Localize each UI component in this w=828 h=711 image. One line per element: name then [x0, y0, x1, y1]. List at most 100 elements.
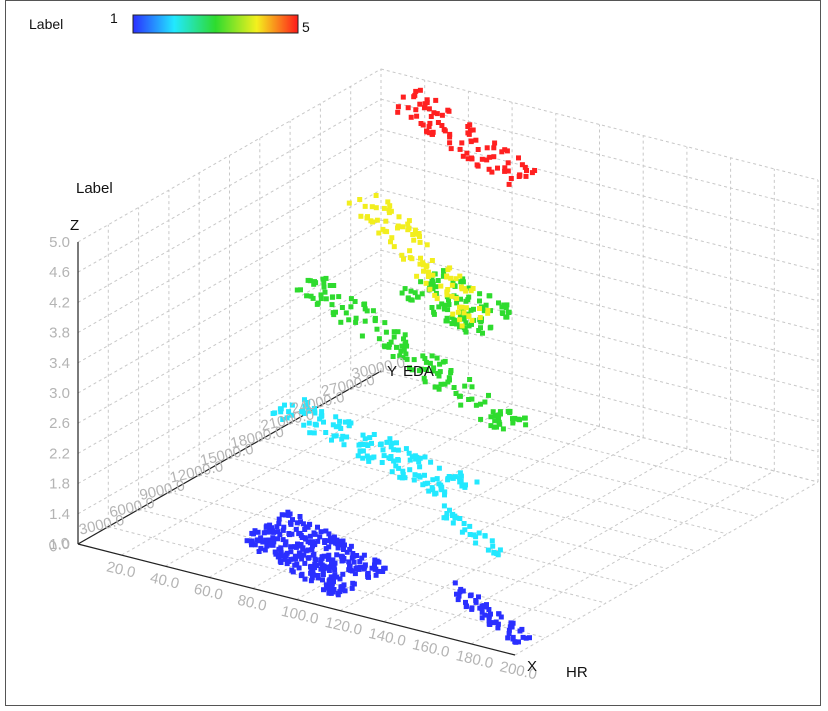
data-point	[446, 108, 452, 114]
data-point	[438, 381, 444, 387]
data-point	[417, 261, 423, 267]
data-point	[488, 423, 494, 429]
data-point	[276, 516, 282, 522]
data-point	[441, 515, 447, 521]
data-point	[348, 296, 354, 302]
z-tick-label: 3.4	[49, 355, 70, 372]
data-point	[336, 542, 342, 548]
data-point	[330, 310, 336, 316]
data-point	[449, 282, 455, 288]
data-point	[362, 318, 368, 324]
data-point	[431, 365, 437, 371]
data-point	[456, 475, 462, 481]
data-point	[346, 559, 352, 565]
x-tick-label: 120.0	[323, 614, 363, 639]
data-point	[478, 318, 484, 324]
x-axis-name: HR	[566, 664, 588, 681]
data-point	[489, 169, 495, 175]
data-point	[439, 301, 445, 307]
data-point	[382, 228, 388, 234]
data-point	[296, 543, 302, 549]
data-point	[430, 477, 436, 483]
data-point	[274, 524, 280, 530]
data-point	[469, 321, 474, 327]
data-point	[430, 272, 436, 278]
data-point	[473, 599, 479, 605]
data-point	[326, 552, 332, 558]
data-point	[429, 353, 435, 359]
data-point	[317, 416, 323, 422]
data-point	[417, 234, 422, 240]
data-point	[331, 574, 337, 580]
y-tick-label: 0.0	[47, 535, 71, 556]
data-point	[332, 560, 338, 566]
data-point	[321, 587, 326, 593]
data-point	[262, 547, 268, 553]
data-point	[271, 539, 277, 545]
data-point	[395, 225, 400, 231]
data-point	[459, 483, 465, 489]
data-point	[482, 612, 488, 618]
data-point	[439, 112, 445, 118]
data-point	[440, 273, 446, 279]
data-point	[290, 517, 295, 523]
data-point	[293, 526, 299, 532]
data-point	[328, 574, 334, 580]
data-point	[516, 639, 521, 645]
data-point	[357, 197, 363, 202]
data-point	[448, 368, 454, 373]
data-point	[477, 298, 482, 304]
data-point	[484, 145, 490, 151]
data-point	[400, 94, 406, 100]
data-point	[437, 361, 443, 367]
data-point	[499, 304, 505, 310]
data-point	[282, 512, 288, 518]
data-point	[488, 414, 494, 420]
data-point	[408, 114, 414, 120]
data-point	[293, 544, 299, 550]
data-point	[498, 614, 504, 620]
data-point	[356, 566, 362, 572]
data-point	[431, 110, 437, 116]
data-point	[369, 204, 375, 210]
data-point	[388, 239, 393, 245]
data-point	[422, 481, 428, 487]
data-point	[303, 536, 309, 542]
data-point	[463, 599, 468, 605]
z-tick-label: 3.8	[49, 325, 70, 342]
data-point	[402, 341, 408, 347]
data-point	[441, 127, 447, 133]
data-point	[304, 293, 310, 299]
data-point	[311, 551, 317, 557]
data-point	[437, 369, 443, 375]
data-point	[369, 565, 375, 571]
colorbar-title: Label	[29, 16, 63, 32]
data-point	[462, 527, 468, 533]
data-point	[390, 354, 396, 359]
data-point	[339, 558, 345, 564]
data-point	[427, 360, 433, 366]
data-point	[350, 551, 356, 556]
data-point	[276, 546, 282, 552]
data-point	[305, 524, 311, 530]
data-point	[491, 550, 497, 556]
data-point	[307, 533, 313, 539]
data-point	[423, 280, 429, 286]
data-point	[278, 560, 284, 565]
data-point	[269, 525, 275, 531]
data-point	[376, 230, 382, 236]
data-point	[461, 316, 467, 322]
data-point	[424, 242, 430, 248]
data-point	[298, 287, 303, 293]
data-point	[504, 314, 510, 320]
data-point	[505, 168, 511, 174]
yz-wall-gridline	[77, 189, 382, 364]
data-point	[299, 571, 305, 577]
data-point	[386, 344, 392, 350]
floor-gridline	[383, 448, 688, 623]
z-axis-name: Label	[76, 180, 113, 197]
data-point	[457, 273, 463, 279]
data-point	[458, 296, 463, 302]
data-point	[360, 455, 366, 461]
x-axis-line	[77, 543, 516, 656]
